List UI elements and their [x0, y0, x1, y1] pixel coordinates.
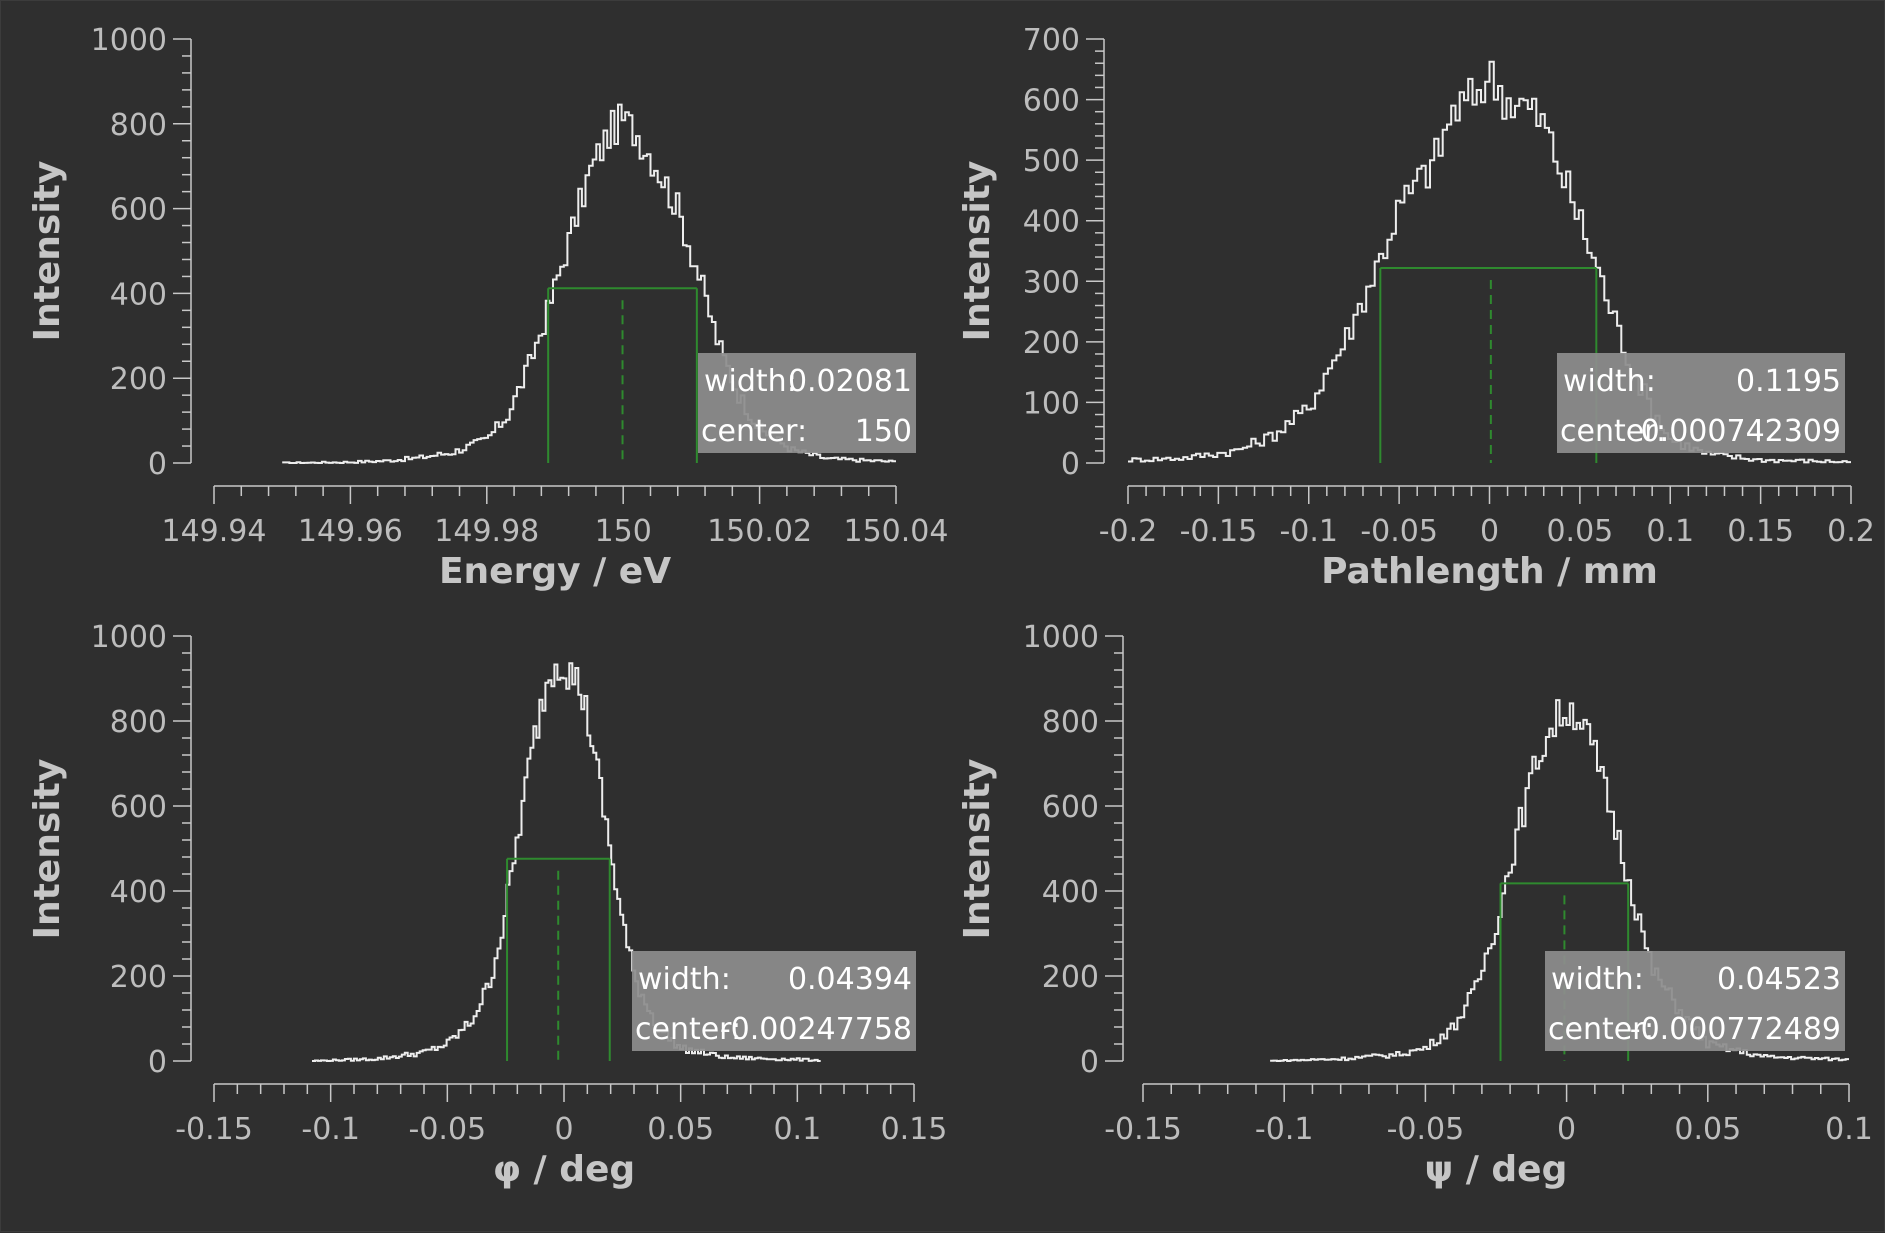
y-tick-label: 200 — [110, 362, 167, 397]
x-tick-label: -0.15 — [175, 1112, 253, 1147]
width-label: width: — [638, 962, 731, 997]
x-tick-label: -0.15 — [1104, 1112, 1182, 1147]
center-value: -0.00247758 — [720, 1012, 912, 1047]
center-label: center: — [635, 1012, 741, 1047]
fwhm-annotation-box — [1545, 951, 1845, 1051]
y-tick-label: 800 — [110, 108, 167, 143]
y-tick-label: 800 — [110, 705, 167, 740]
width-value: 0.04394 — [788, 962, 912, 997]
x-tick-label: 0.05 — [1546, 514, 1613, 549]
y-tick-label: 1000 — [1023, 620, 1099, 655]
x-tick-label: 0.05 — [647, 1112, 714, 1147]
x-axis-title: Energy / eV — [439, 551, 671, 592]
x-tick-label: -0.15 — [1180, 514, 1258, 549]
x-tick-label: 0 — [1557, 1112, 1576, 1147]
y-tick-label: 600 — [1023, 84, 1080, 119]
width-value: 0.02081 — [788, 364, 912, 399]
y-tick-label: 300 — [1023, 265, 1080, 300]
x-tick-label: 149.98 — [434, 514, 539, 549]
x-tick-label: -0.1 — [1279, 514, 1338, 549]
x-tick-label: 0.05 — [1674, 1112, 1741, 1147]
width-label: width: — [1563, 364, 1656, 399]
y-axis-title: Intensity — [27, 759, 68, 940]
histogram-trace — [312, 662, 821, 1062]
y-axis-title: Intensity — [27, 161, 68, 342]
y-tick-label: 200 — [110, 960, 167, 995]
x-tick-label: 0 — [1480, 514, 1499, 549]
histogram-trace — [1128, 60, 1851, 464]
y-tick-label: 400 — [1042, 875, 1099, 910]
y-axis-title: Intensity — [957, 161, 998, 342]
y-tick-label: 600 — [110, 193, 167, 228]
x-tick-label: -0.05 — [409, 1112, 487, 1147]
center-value: 150 — [855, 414, 912, 449]
x-tick-label: 0.1 — [773, 1112, 821, 1147]
x-tick-label: 150 — [595, 514, 652, 549]
width-label: width: — [1551, 962, 1644, 997]
width-label: width: — [704, 364, 797, 399]
width-value: 0.04523 — [1717, 962, 1841, 997]
y-tick-label: 600 — [110, 790, 167, 825]
x-tick-label: 0 — [554, 1112, 573, 1147]
y-tick-label: 0 — [1080, 1045, 1099, 1080]
y-tick-label: 600 — [1042, 790, 1099, 825]
y-tick-label: 0 — [1061, 447, 1080, 482]
y-tick-label: 200 — [1023, 326, 1080, 361]
fwhm-annotation-box — [632, 951, 916, 1051]
y-tick-label: 400 — [110, 277, 167, 312]
x-tick-label: 0.2 — [1827, 514, 1875, 549]
y-tick-label: 500 — [1023, 144, 1080, 179]
y-axis-title: Intensity — [957, 759, 998, 940]
y-tick-label: 0 — [148, 447, 167, 482]
center-label: center: — [701, 414, 807, 449]
x-tick-label: 150.04 — [844, 514, 949, 549]
x-axis-title: Pathlength / mm — [1321, 551, 1658, 592]
histogram-trace — [1270, 699, 1849, 1062]
x-tick-label: 0.15 — [1727, 514, 1794, 549]
x-axis-title: φ / deg — [493, 1149, 635, 1190]
x-tick-label: 149.96 — [298, 514, 403, 549]
center-label: center: — [1548, 1012, 1654, 1047]
fwhm-annotation-box — [698, 353, 916, 453]
x-axis-title: ψ / deg — [1425, 1149, 1568, 1190]
x-tick-label: 150.02 — [707, 514, 812, 549]
y-tick-label: 400 — [110, 875, 167, 910]
x-tick-label: -0.1 — [1255, 1112, 1314, 1147]
x-tick-label: -0.05 — [1387, 1112, 1465, 1147]
x-tick-label: 0.1 — [1825, 1112, 1873, 1147]
y-tick-label: 1000 — [91, 23, 167, 58]
y-tick-label: 800 — [1042, 705, 1099, 740]
y-tick-label: 400 — [1023, 205, 1080, 240]
y-tick-label: 0 — [148, 1045, 167, 1080]
width-value: 0.1195 — [1736, 364, 1841, 399]
center-label: center: — [1560, 414, 1666, 449]
y-tick-label: 1000 — [91, 620, 167, 655]
x-tick-label: -0.05 — [1360, 514, 1438, 549]
y-tick-label: 100 — [1023, 386, 1080, 421]
y-tick-label: 700 — [1023, 23, 1080, 58]
y-tick-label: 200 — [1042, 960, 1099, 995]
center-value: -0.000772489 — [1630, 1012, 1841, 1047]
x-tick-label: -0.1 — [301, 1112, 360, 1147]
fwhm-annotation-box — [1557, 353, 1845, 453]
x-tick-label: 149.94 — [162, 514, 267, 549]
center-value: 0.000742309 — [1641, 414, 1841, 449]
x-tick-label: 0.1 — [1646, 514, 1694, 549]
x-tick-label: -0.2 — [1099, 514, 1158, 549]
x-tick-label: 0.15 — [881, 1112, 948, 1147]
